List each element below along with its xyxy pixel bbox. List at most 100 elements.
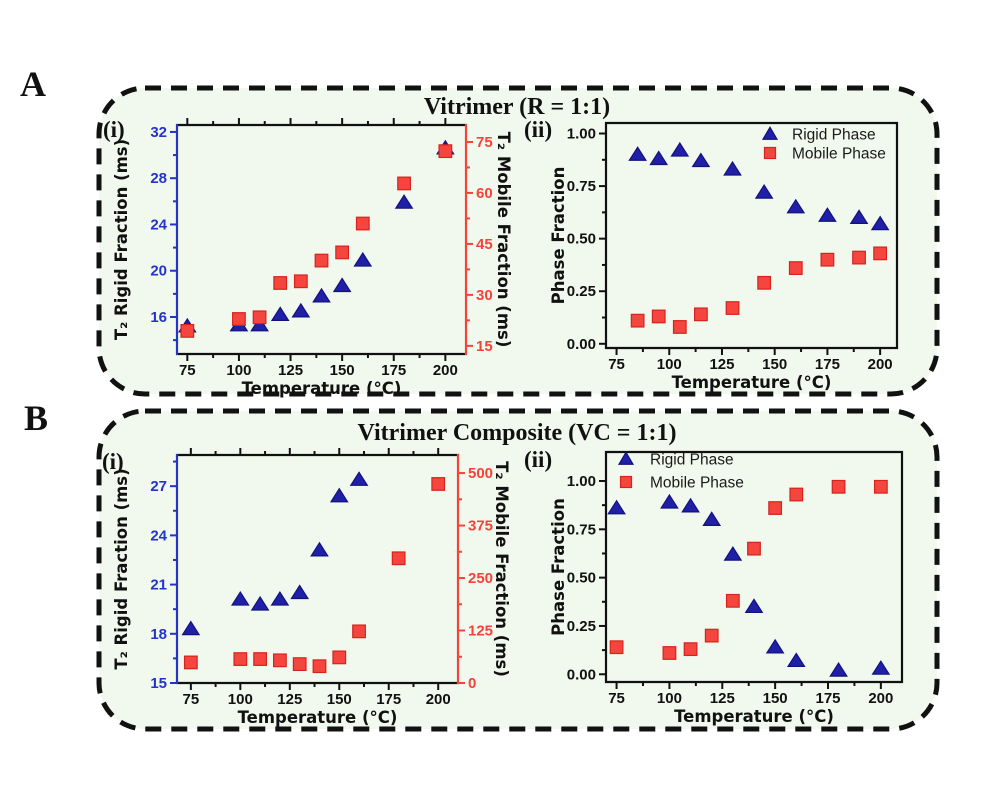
x-tick-label: 150 <box>762 356 787 373</box>
right-axis-title: T₂ Mobile Fraction (ms) <box>492 461 511 677</box>
y-tick-label: 16 <box>150 309 167 326</box>
panel-b-letter: B <box>24 398 49 438</box>
x-tick-label: 100 <box>657 690 682 707</box>
chart-svg-a-i: 75 100 125 150 175 200 Temperature (°C) 16 20 24 2… <box>112 118 513 398</box>
x-tick-label: 100 <box>228 691 253 708</box>
plot-frame <box>604 121 899 350</box>
right-axis-title: T₂ Mobile Fraction (ms) <box>494 132 513 348</box>
data-point-mobile <box>725 301 740 315</box>
data-point-rigid <box>181 620 201 636</box>
data-point-mobile <box>312 659 327 674</box>
legend-label: Mobile Phase <box>792 146 886 163</box>
data-point-rigid <box>818 207 837 222</box>
data-point-mobile <box>609 640 624 655</box>
legend-square-marker <box>619 475 633 489</box>
panel-a-title: Vitrimer (R = 1:1) <box>423 94 611 120</box>
x-tick-label: 125 <box>278 362 303 379</box>
series-mobile <box>630 246 888 334</box>
y-tick-label: 21 <box>150 577 167 594</box>
data-point-mobile <box>253 652 268 666</box>
x-tick-label: 100 <box>657 356 682 373</box>
data-point-mobile <box>180 323 195 338</box>
data-point-rigid <box>291 302 311 318</box>
x-tick-label: 75 <box>608 356 625 373</box>
data-point-rigid <box>829 662 848 677</box>
data-point-mobile <box>704 628 719 643</box>
series-mobile <box>609 479 888 660</box>
chart-b-i-t2-vs-temperature: 75 100 125 150 175 200 Temperature (°C) 15 18 21 2… <box>100 440 520 740</box>
y-tick-label: 20 <box>150 263 167 280</box>
data-point-rigid <box>290 584 310 600</box>
x-tick-label: 175 <box>376 691 401 708</box>
data-point-mobile <box>662 646 677 660</box>
y-tick-label: 0.00 <box>567 666 596 683</box>
data-point-mobile <box>747 541 761 556</box>
y-tick-label: 0.75 <box>567 178 596 195</box>
data-point-mobile <box>873 246 888 261</box>
data-point-mobile <box>789 487 804 502</box>
data-point-mobile <box>788 261 803 275</box>
right-tick-label: 250 <box>468 570 493 587</box>
data-point-rigid <box>353 251 373 267</box>
left-axis: 0.00 0.25 0.50 0.75 1.00 Phase Fraction <box>549 126 606 353</box>
data-point-mobile <box>233 652 248 666</box>
subplot-label-a-ii: (ii) <box>524 117 553 142</box>
x-axis-title: Temperature (°C) <box>674 707 834 726</box>
x-tick-label: 200 <box>426 691 451 708</box>
left-axis: 16 20 24 28 32 T₂ Rigid Fraction (ms) <box>112 124 177 342</box>
right-tick-label: 0 <box>468 675 476 692</box>
x-tick-label: 75 <box>608 690 625 707</box>
data-point-mobile <box>693 307 708 322</box>
chart-svg-b-i: 75 100 125 150 175 200 Temperature (°C) 15 18 21 2… <box>112 448 511 727</box>
x-tick-label: 125 <box>709 356 734 373</box>
chart-a-ii-phase-fraction: 75 100 125 150 175 200 Temperature (°C) 0.00 0.2… <box>520 110 920 410</box>
panel-b-title: Vitrimer Composite (VC = 1:1) <box>357 420 677 446</box>
legend-label: Rigid Phase <box>792 127 876 144</box>
data-point-mobile <box>831 479 846 494</box>
data-point-rigid <box>312 287 331 303</box>
data-point-mobile <box>431 477 446 491</box>
subplot-label-b-ii: (ii) <box>524 447 553 472</box>
data-point-mobile <box>352 624 366 639</box>
series-rigid <box>607 493 891 677</box>
data-point-mobile <box>683 642 698 657</box>
data-point-rigid <box>871 660 891 675</box>
panel-a-letter: A <box>20 64 46 104</box>
legend-label: Mobile Phase <box>650 475 744 492</box>
data-point-rigid <box>754 183 774 199</box>
subplot-label-a-i: (i) <box>103 117 125 142</box>
x-tick-label: 150 <box>327 691 352 708</box>
y-tick-label: 0.50 <box>567 231 596 248</box>
data-point-rigid <box>691 152 711 168</box>
data-point-mobile <box>252 310 267 325</box>
y-tick-label: 27 <box>150 478 167 495</box>
left-axis-title: Phase Fraction <box>549 498 568 636</box>
data-point-rigid <box>786 652 806 668</box>
data-point-rigid <box>670 141 690 157</box>
series-mobile <box>183 477 446 674</box>
legend: Rigid Phase Mobile Phase <box>761 126 886 163</box>
x-tick-label: 200 <box>868 690 893 707</box>
x-tick-label: 75 <box>179 362 196 379</box>
x-axis: 75 100 125 150 175 200 Temperature (°C) <box>608 348 893 392</box>
data-point-mobile <box>332 650 347 665</box>
chart-svg-b-ii: 75 100 125 150 175 200 Temperature (°C) 0.00 0.2… <box>549 450 904 726</box>
left-axis-title: T₂ Rigid Fraction (ms) <box>112 139 131 340</box>
data-point-rigid <box>681 497 700 513</box>
data-point-mobile <box>273 276 288 290</box>
x-axis-title: Temperature (°C) <box>238 708 398 727</box>
series-rigid <box>177 139 455 333</box>
data-point-mobile <box>438 144 453 159</box>
data-point-rigid <box>329 487 349 503</box>
legend-triangle-marker <box>761 126 779 140</box>
data-point-rigid <box>270 306 290 321</box>
data-point-mobile <box>232 312 246 326</box>
y-tick-label: 15 <box>150 675 167 692</box>
series-rigid <box>181 471 369 636</box>
data-point-rigid <box>310 541 329 557</box>
data-point-rigid <box>349 471 369 486</box>
left-axis-title: T₂ Rigid Fraction (ms) <box>112 468 131 669</box>
y-tick-label: 0.25 <box>567 618 596 635</box>
data-point-rigid <box>765 638 785 654</box>
